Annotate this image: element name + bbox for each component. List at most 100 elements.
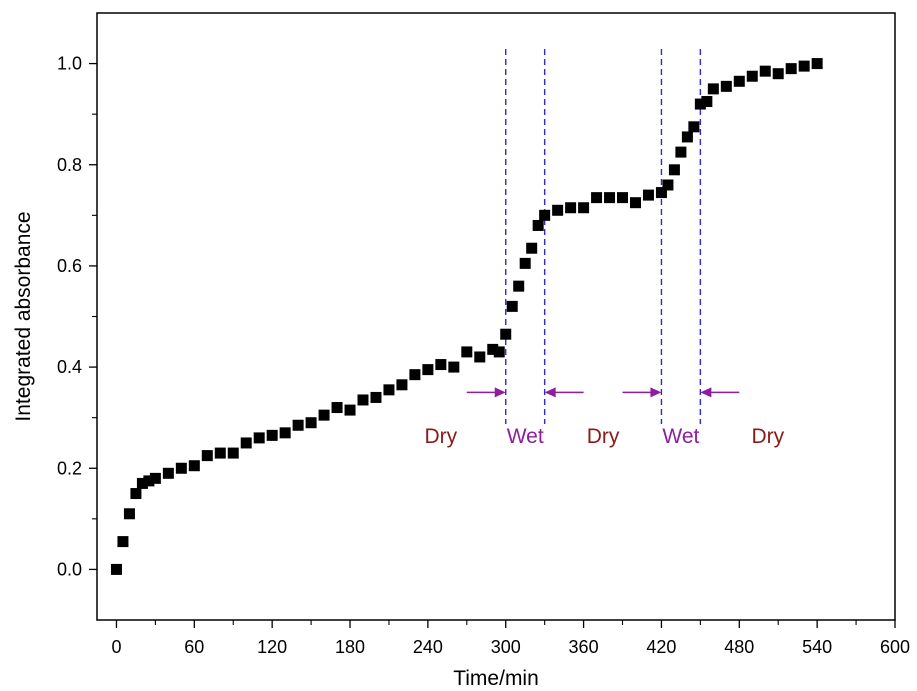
data-point	[143, 475, 155, 487]
data-point	[344, 404, 356, 416]
data-point	[811, 58, 823, 70]
data-point	[474, 351, 486, 363]
y-tick-label: 0.0	[57, 559, 82, 579]
plot-frame	[96, 12, 896, 621]
data-points	[110, 58, 823, 575]
region-labels: Dry Wet Dry Wet Dry	[425, 425, 785, 448]
data-point	[240, 437, 252, 449]
y-tick-label: 0.2	[57, 458, 82, 478]
data-point	[175, 462, 187, 474]
data-point	[266, 429, 278, 441]
data-point	[409, 369, 421, 381]
data-point	[746, 70, 758, 82]
data-point	[701, 96, 713, 108]
data-point	[487, 343, 499, 355]
region-label-dry: Dry	[752, 425, 785, 448]
data-point	[532, 219, 544, 231]
data-point	[188, 460, 200, 472]
data-point	[617, 192, 629, 204]
transition-arrows	[466, 387, 740, 398]
data-point	[662, 179, 674, 191]
data-point	[253, 432, 265, 444]
data-point	[539, 209, 551, 221]
wet-dry-boundary-lines	[505, 49, 702, 424]
data-point	[162, 467, 174, 479]
data-point	[435, 359, 447, 371]
data-point	[707, 83, 719, 95]
region-label-wet: Wet	[662, 425, 699, 448]
data-point	[305, 417, 317, 429]
y-tick-label: 0.6	[57, 256, 82, 276]
x-tick-label: 360	[569, 637, 599, 657]
data-point	[655, 187, 667, 199]
data-point	[422, 364, 434, 376]
x-tick-label: 300	[491, 637, 521, 657]
data-point	[772, 68, 784, 80]
data-point	[688, 121, 700, 133]
data-point	[642, 189, 654, 201]
data-point	[279, 427, 291, 439]
data-point	[733, 75, 745, 87]
x-tick-label: 540	[802, 637, 832, 657]
transition-arrow	[466, 387, 506, 398]
data-point	[798, 60, 810, 72]
x-tick-label: 60	[184, 637, 204, 657]
y-tick-label: 1.0	[57, 54, 82, 74]
data-point	[318, 409, 330, 421]
x-tick-label: 480	[724, 637, 754, 657]
data-point	[552, 204, 564, 216]
y-tick-label: 0.4	[57, 357, 82, 377]
data-point	[604, 192, 616, 204]
data-point	[720, 80, 732, 92]
data-point	[396, 379, 408, 391]
data-point	[785, 63, 797, 75]
data-point	[461, 346, 473, 358]
region-label-dry: Dry	[425, 425, 458, 448]
data-point	[629, 197, 641, 209]
data-point	[668, 164, 680, 176]
x-tick-label: 120	[257, 637, 287, 657]
data-point	[383, 384, 395, 396]
region-label-wet: Wet	[507, 425, 544, 448]
data-point	[331, 402, 343, 414]
data-point	[214, 447, 226, 459]
transition-arrow	[700, 387, 740, 398]
data-point	[136, 477, 148, 489]
data-point	[526, 242, 538, 254]
transition-arrow	[544, 387, 584, 398]
y-tick-label: 0.8	[57, 155, 82, 175]
data-point	[759, 65, 771, 77]
x-axis-ticks: 0 60 120 180 240 300 360 420 480 540 600	[111, 620, 910, 657]
data-point	[500, 328, 512, 340]
data-point	[123, 508, 135, 520]
data-point	[493, 346, 505, 358]
y-axis-ticks: 0.0 0.2 0.4 0.6 0.8 1.0	[57, 54, 97, 579]
data-point	[519, 257, 531, 269]
data-point	[110, 563, 122, 575]
data-point	[578, 202, 590, 214]
data-point	[681, 131, 693, 143]
x-axis-title: Time/min	[453, 667, 539, 690]
y-axis-title: Integrated absorbance	[12, 211, 35, 421]
x-tick-label: 180	[335, 637, 365, 657]
x-tick-label: 420	[646, 637, 676, 657]
data-point	[370, 391, 382, 403]
data-point	[675, 146, 687, 158]
data-point	[117, 536, 129, 548]
data-point	[292, 419, 304, 431]
data-point	[513, 280, 525, 292]
region-label-dry: Dry	[587, 425, 620, 448]
x-tick-label: 240	[413, 637, 443, 657]
data-point	[227, 447, 239, 459]
data-point	[201, 450, 213, 462]
x-tick-label: 600	[880, 637, 910, 657]
data-point	[694, 98, 706, 110]
data-point	[506, 300, 518, 312]
data-point	[591, 192, 603, 204]
data-point	[149, 472, 161, 484]
data-point	[130, 488, 142, 500]
data-point	[565, 202, 577, 214]
data-point	[448, 361, 460, 373]
